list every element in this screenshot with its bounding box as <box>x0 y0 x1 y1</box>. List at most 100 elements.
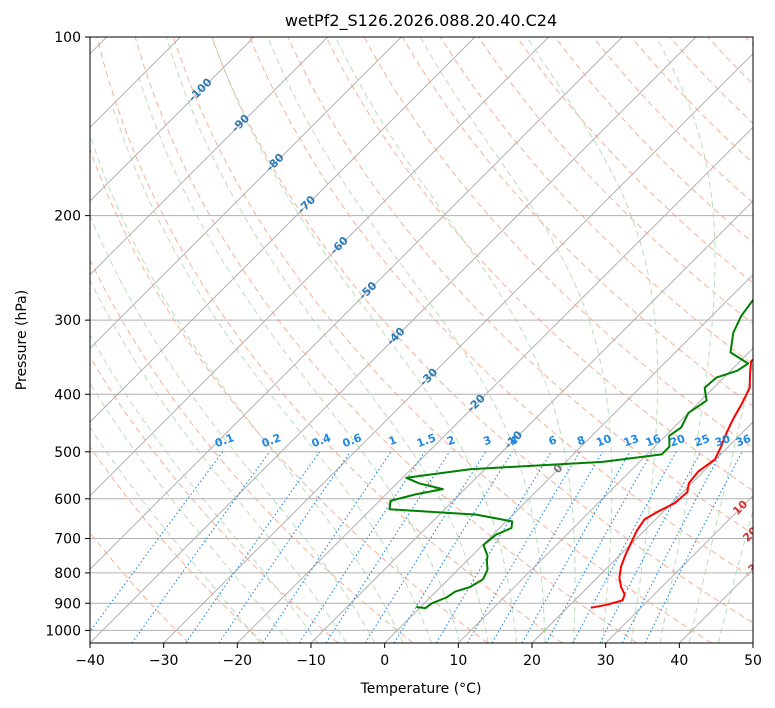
mixing-ratio-line <box>599 451 702 643</box>
x-tick-label: 40 <box>670 653 688 669</box>
dry-adiabat-line <box>211 37 753 624</box>
mixing-ratio-label: 36 <box>734 432 753 450</box>
dry-adiabat-line <box>172 37 712 643</box>
moist-adiabat-line <box>419 37 613 643</box>
x-axis-title: Temperature (°C) <box>360 681 482 697</box>
isotherm-line <box>90 37 550 497</box>
y-tick-label: 800 <box>54 566 81 582</box>
moist-adiabat-line <box>335 37 576 643</box>
mixing-ratio-label: 6 <box>547 433 559 448</box>
dry-adiabat-line <box>516 37 753 284</box>
dewpoint-profile <box>388 298 753 610</box>
mixing-ratio-label: 1.5 <box>415 431 438 450</box>
moist-adiabat-line <box>90 382 290 643</box>
mixing-ratio-label: 0.6 <box>341 431 364 450</box>
profile-lines <box>388 298 753 610</box>
dry-adiabat-line <box>325 37 753 492</box>
mixing-ratio-label: 0.2 <box>260 431 283 450</box>
moist-adiabat-line <box>526 37 659 643</box>
dry-adiabat-line <box>90 258 414 643</box>
x-tick-label: 30 <box>597 653 615 669</box>
plot-frame <box>89 36 754 644</box>
y-tick-label: 500 <box>54 445 81 461</box>
isotherm-line <box>163 52 753 643</box>
x-tick-label: −30 <box>149 653 179 669</box>
y-tick-label: 100 <box>54 30 81 46</box>
mixing-ratio-label: 13 <box>622 432 641 449</box>
background-lines <box>90 37 753 643</box>
moist-adiabat-line <box>211 37 517 643</box>
mixing-ratio-line <box>435 451 552 643</box>
y-axis-title: Pressure (hPa) <box>14 290 30 390</box>
mixing-ratio-line <box>298 451 426 643</box>
isotherm-line <box>531 421 753 643</box>
y-tick-label: 300 <box>54 313 81 329</box>
mixing-ratio-label: 10 <box>594 432 613 450</box>
y-tick-label: 1000 <box>45 623 81 639</box>
x-tick-label: −10 <box>296 653 326 669</box>
isotherm-line <box>90 37 623 571</box>
x-tick-label: 10 <box>449 653 467 669</box>
dry-adiabat-line <box>90 445 264 643</box>
axes: −40 −30 −20 −10 0 10 20 30 40 5010020030040050060… <box>45 30 762 669</box>
mixing-ratio-line <box>185 451 321 643</box>
mixing-ratio-label: 2 <box>445 433 457 448</box>
isotherm-line <box>236 126 753 643</box>
moist-adiabat-line <box>90 214 376 643</box>
isotherm-line <box>90 37 255 202</box>
mixing-ratio-label: 0.4 <box>310 431 333 450</box>
isotherm-line <box>605 494 753 643</box>
dry-adiabat-line <box>249 37 753 579</box>
chart-title: wetPf2_S126.2026.088.20.40.C24 <box>285 11 557 31</box>
mixing-ratio-line <box>90 451 224 633</box>
moist-adiabat-line <box>111 104 432 643</box>
mixing-ratio-label: 25 <box>693 432 712 449</box>
x-tick-label: 50 <box>744 653 762 669</box>
dry-adiabat-line <box>90 355 339 643</box>
moist-adiabat-line <box>90 426 261 643</box>
mixing-ratio-label: 0.1 <box>213 431 236 450</box>
moist-adiabat-line <box>90 133 404 643</box>
isotherm-line <box>90 37 476 423</box>
mixing-ratio-line <box>325 451 451 643</box>
dry-adiabat-label: 30 <box>746 556 766 576</box>
mixing-ratio-line <box>364 451 487 643</box>
mixing-ratio-label: 8 <box>575 433 587 448</box>
y-tick-label: 700 <box>54 532 81 548</box>
y-tick-label: 200 <box>54 209 81 225</box>
moist-adiabat-line <box>267 37 546 643</box>
x-tick-label: −20 <box>223 653 253 669</box>
mixing-ratio-label: 1 <box>387 433 399 448</box>
mixing-ratio-line <box>131 451 271 643</box>
isotherm-line <box>90 37 329 276</box>
x-tick-label: 20 <box>523 653 541 669</box>
mixing-ratio-line <box>262 451 392 643</box>
x-tick-label: 0 <box>380 653 389 669</box>
mixing-ratio-label: 4 <box>508 433 520 448</box>
mixing-ratio-label: 30 <box>713 432 732 450</box>
dry-adiabat-line <box>96 37 563 643</box>
mixing-ratio-label: 20 <box>668 432 687 450</box>
moist-adiabat-line <box>717 508 753 643</box>
moist-adiabat-line <box>688 361 753 643</box>
mixing-ratio-line <box>521 451 631 643</box>
mixing-ratio-line <box>545 451 653 643</box>
isotherm-line <box>457 347 753 643</box>
y-tick-label: 400 <box>54 387 81 403</box>
isotherm-line <box>90 37 402 350</box>
mixing-ratio-label: 16 <box>644 432 663 450</box>
mixing-ratio-line <box>218 451 351 643</box>
isotherm-line <box>90 37 697 643</box>
moist-adiabat-line <box>137 72 461 643</box>
x-tick-label: −40 <box>75 653 105 669</box>
moist-adiabat-line <box>655 37 716 643</box>
mixing-ratio-label: 3 <box>481 433 493 448</box>
y-tick-label: 900 <box>54 596 81 612</box>
mixing-ratio-line <box>572 451 677 643</box>
plot-area: -100-90-80-70-60-50-40-30-20-10010203040… <box>90 37 766 643</box>
mixing-ratio-line <box>644 451 743 643</box>
y-tick-label: 600 <box>54 492 81 508</box>
dry-adiabat-line <box>287 37 753 535</box>
